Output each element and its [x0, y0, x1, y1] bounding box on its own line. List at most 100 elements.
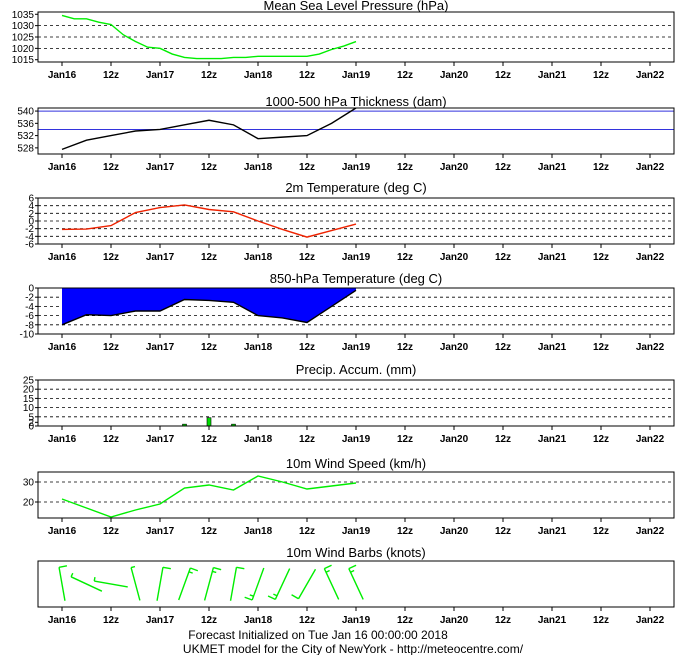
- y-tick-label: 532: [17, 131, 34, 142]
- x-tick-label: Jan22: [636, 434, 665, 445]
- x-tick-label: Jan18: [244, 162, 273, 173]
- x-tick-label: Jan22: [636, 162, 665, 173]
- x-tick-label: 12z: [299, 434, 315, 445]
- x-tick-label: 12z: [201, 615, 217, 626]
- y-tick-label: 536: [17, 119, 34, 130]
- barb-flag: [93, 576, 96, 582]
- barb-flag: [190, 567, 199, 572]
- panel-barbs: 10m Wind Barbs (knots) Jan16 12z Jan17 12z Ja…: [37, 545, 675, 626]
- x-tick-label: 12z: [495, 342, 511, 353]
- x-tick-label: 12z: [299, 252, 315, 263]
- x-tick-label: Jan17: [146, 526, 175, 537]
- x-tick-label: Jan19: [342, 252, 371, 263]
- y-tick-label: 528: [17, 143, 34, 154]
- series-line: [61, 289, 357, 326]
- barb-shaft: [348, 568, 364, 600]
- x-tick-label: 12z: [201, 252, 217, 263]
- barb-flag: [291, 594, 299, 600]
- y-tick-label: -4: [25, 232, 34, 243]
- precip-bar: [206, 417, 212, 427]
- footer-line1: Forecast Initialized on Tue Jan 16 00:00…: [188, 628, 448, 642]
- x-tick-label: 12z: [201, 162, 217, 173]
- barb-flag: [325, 569, 330, 573]
- x-tick-label: 12z: [201, 342, 217, 353]
- x-tick-label: Jan16: [48, 70, 77, 81]
- x-tick-label: Jan16: [48, 434, 77, 445]
- x-tick-label: 12z: [495, 434, 511, 445]
- x-tick-label: Jan16: [48, 342, 77, 353]
- x-tick-label: Jan18: [244, 252, 273, 263]
- x-tick-label: 12z: [397, 526, 413, 537]
- y-tick-label: 1020: [12, 44, 35, 55]
- x-tick-label: Jan17: [146, 342, 175, 353]
- x-tick-label: Jan22: [636, 342, 665, 353]
- barb-shaft: [297, 568, 317, 600]
- x-tick-label: Jan20: [440, 615, 469, 626]
- x-tick-label: Jan16: [48, 162, 77, 173]
- x-tick-label: Jan21: [538, 434, 567, 445]
- panel-title: Mean Sea Level Pressure (hPa): [264, 0, 449, 13]
- wind-barb: [70, 572, 103, 592]
- barb-flag: [213, 566, 222, 571]
- x-tick-label: Jan18: [244, 434, 273, 445]
- panel-title: 2m Temperature (deg C): [285, 180, 426, 195]
- x-tick-label: Jan21: [538, 615, 567, 626]
- y-tick-label: 2: [28, 418, 34, 429]
- series-line: [61, 204, 357, 238]
- x-tick-label: Jan21: [538, 252, 567, 263]
- y-tick-label: 4: [28, 201, 34, 212]
- barb-flag: [273, 593, 278, 597]
- x-tick-label: 12z: [103, 434, 119, 445]
- y-tick-label: 10: [23, 403, 35, 414]
- y-tick-label: -6: [25, 311, 34, 322]
- x-tick-label: 12z: [103, 252, 119, 263]
- barb-flag: [212, 570, 217, 574]
- x-tick-label: Jan17: [146, 70, 175, 81]
- barb-shaft: [323, 568, 340, 600]
- barb-shaft: [58, 567, 66, 601]
- barb-flag: [236, 566, 245, 570]
- x-tick-label: 12z: [397, 70, 413, 81]
- x-tick-label: Jan17: [146, 252, 175, 263]
- barb-shaft: [94, 580, 128, 588]
- barb-shaft: [70, 576, 103, 592]
- x-tick-label: 12z: [593, 434, 609, 445]
- barb-flag: [70, 572, 74, 578]
- x-tick-label: 12z: [495, 526, 511, 537]
- x-tick-label: 12z: [397, 252, 413, 263]
- x-tick-label: 12z: [593, 526, 609, 537]
- y-tick-label: 30: [23, 478, 35, 489]
- wind-barb: [130, 565, 141, 601]
- x-tick-label: Jan19: [342, 526, 371, 537]
- panel-title: 10m Wind Barbs (knots): [286, 545, 425, 560]
- wind-barb: [348, 564, 364, 600]
- x-tick-label: 12z: [495, 252, 511, 263]
- panel-thickness: 1000-500 hPa Thickness (dam) 528532536540…: [17, 94, 675, 173]
- y-tick-label: 1015: [12, 55, 35, 66]
- barb-shaft: [203, 567, 215, 601]
- wind-barb: [323, 564, 340, 600]
- y-tick-label: 2: [28, 209, 34, 220]
- x-tick-label: Jan18: [244, 342, 273, 353]
- x-tick-label: Jan17: [146, 162, 175, 173]
- y-tick-label: 20: [23, 498, 35, 509]
- y-tick-label: 6: [28, 194, 34, 205]
- x-tick-label: 12z: [593, 342, 609, 353]
- barb-flag: [249, 594, 254, 597]
- x-tick-label: 12z: [299, 70, 315, 81]
- x-tick-label: Jan18: [244, 615, 273, 626]
- wind-barb: [178, 567, 199, 601]
- barb-flag: [130, 565, 136, 569]
- x-tick-label: 12z: [495, 162, 511, 173]
- barb-flag: [244, 596, 253, 601]
- x-tick-label: 12z: [299, 342, 315, 353]
- x-tick-label: Jan19: [342, 342, 371, 353]
- x-tick-label: 12z: [299, 526, 315, 537]
- x-tick-label: Jan20: [440, 342, 469, 353]
- x-tick-label: 12z: [201, 70, 217, 81]
- x-tick-label: 12z: [593, 162, 609, 173]
- x-tick-label: Jan16: [48, 526, 77, 537]
- wind-barb: [58, 565, 68, 601]
- barb-shaft: [156, 567, 164, 601]
- x-tick-label: Jan22: [636, 252, 665, 263]
